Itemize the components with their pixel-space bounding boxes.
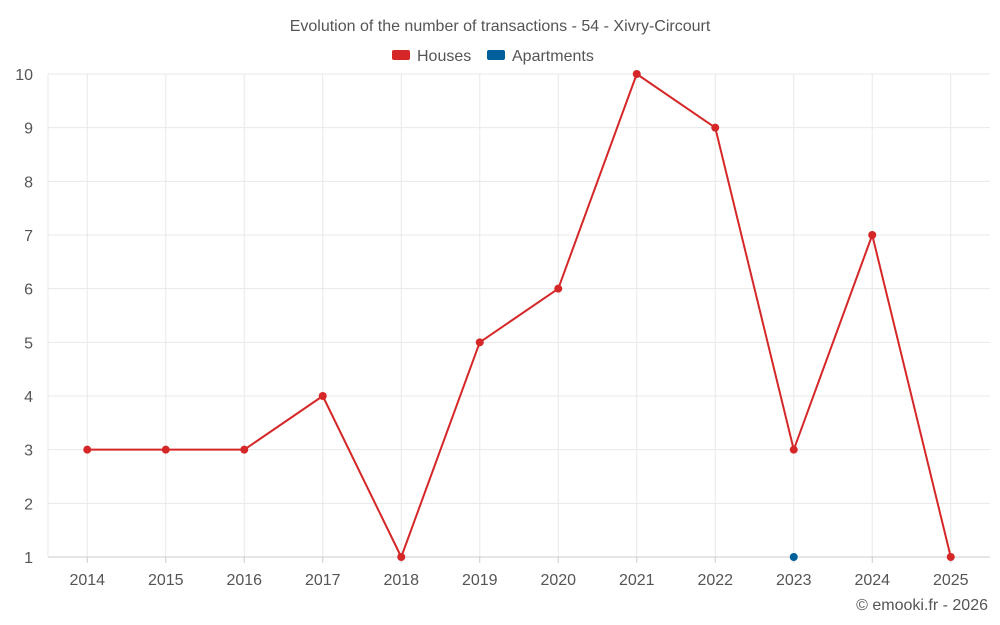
- legend-item-houses[interactable]: Houses: [392, 48, 471, 65]
- y-tick-label-6: 6: [24, 282, 33, 299]
- data-point-houses-2021[interactable]: [632, 70, 641, 78]
- y-tick-label-1: 1: [24, 550, 33, 567]
- legend-swatch-houses: [392, 50, 410, 60]
- grid: [48, 73, 990, 557]
- x-tick-label-2025: 2025: [933, 572, 969, 589]
- legend-label-apartments: Apartments: [512, 48, 594, 65]
- x-tick-label-2021: 2021: [619, 572, 655, 589]
- data-point-houses-2022[interactable]: [711, 123, 720, 132]
- x-tick-label-2019: 2019: [462, 572, 498, 589]
- data-point-houses-2025[interactable]: [946, 553, 955, 561]
- data-point-houses-2024[interactable]: [868, 231, 877, 239]
- axes: 1 2 3 4 5 6 7 8 9 10 2014 2015 2016 2017 2018 2019 2020 2…: [15, 67, 990, 589]
- y-tick-label-4: 4: [24, 389, 33, 406]
- data-point-apartments-2023[interactable]: [789, 553, 798, 561]
- x-tick-label-2022: 2022: [697, 572, 733, 589]
- legend-label-houses: Houses: [417, 48, 471, 65]
- data-point-houses-2019[interactable]: [475, 338, 484, 347]
- x-tick-label-2023: 2023: [776, 572, 812, 589]
- legend-item-apartments[interactable]: Apartments: [487, 48, 594, 65]
- data-point-houses-2020[interactable]: [554, 284, 563, 293]
- y-tick-label-10: 10: [15, 67, 33, 84]
- chart-title: Evolution of the number of transactions …: [290, 18, 711, 35]
- x-tick-label-2024: 2024: [854, 572, 890, 589]
- x-tick-label-2017: 2017: [305, 572, 341, 589]
- y-tick-label-9: 9: [24, 121, 33, 138]
- data-point-houses-2015[interactable]: [161, 445, 170, 454]
- data-point-houses-2014[interactable]: [83, 445, 92, 454]
- y-tick-label-7: 7: [24, 228, 33, 245]
- y-tick-label-5: 5: [24, 335, 33, 352]
- y-tick-label-2: 2: [24, 496, 33, 513]
- data-point-houses-2016[interactable]: [240, 445, 249, 454]
- x-tick-label-2016: 2016: [226, 572, 262, 589]
- credit-text: © emooki.fr - 2026: [856, 597, 988, 614]
- x-tick-label-2015: 2015: [148, 572, 184, 589]
- legend: Houses Apartments: [392, 48, 594, 65]
- data-point-houses-2023[interactable]: [789, 445, 798, 454]
- x-tick-label-2014: 2014: [69, 572, 105, 589]
- data-point-houses-2018[interactable]: [397, 553, 406, 561]
- x-tick-label-2018: 2018: [383, 572, 419, 589]
- series-line-houses: [87, 73, 952, 558]
- series: [83, 70, 955, 561]
- y-tick-label-8: 8: [24, 174, 33, 191]
- y-tick-label-3: 3: [24, 443, 33, 460]
- x-tick-label-2020: 2020: [540, 572, 576, 589]
- data-point-houses-2017[interactable]: [318, 392, 327, 400]
- legend-swatch-apartments: [487, 50, 505, 60]
